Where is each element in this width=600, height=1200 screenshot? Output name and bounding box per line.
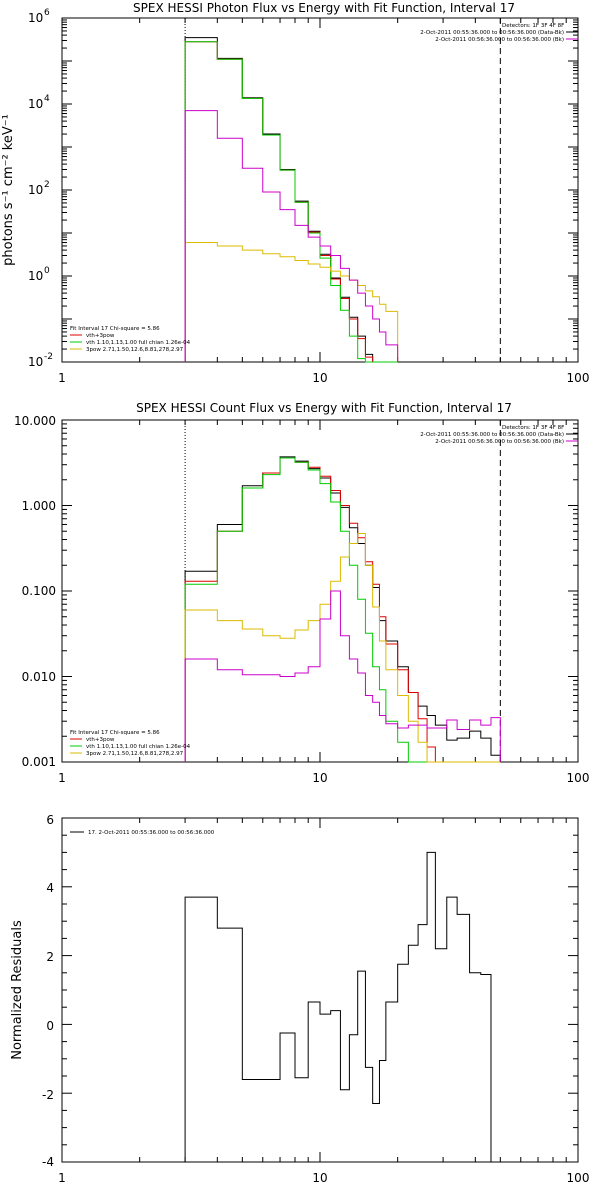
series-vth [184, 457, 501, 763]
panel-count-flux: SPEX HESSI Count Flux vs Energy with Fit… [14, 401, 589, 785]
panel2-legend-top-right: Detectors: 1F 3F 4F 8F 2-Oct-2011 00:55:… [420, 425, 578, 445]
panel1-ytick-label: 10 4 [28, 94, 50, 111]
legend-entry: vth+3pow [86, 737, 115, 743]
panel2-xtick-label: 10 [312, 771, 327, 785]
series-3pow [184, 533, 501, 763]
panel3-ytick-label: 6 [46, 813, 54, 827]
panel3-ytick-label: 4 [46, 881, 54, 895]
legend-header: Detectors: 1F 3F 4F 8F [502, 425, 564, 431]
svg-text:10: 10 [28, 269, 43, 283]
svg-text:10: 10 [28, 355, 43, 369]
panel1-legend-top-right: Detectors: 1F 3F 4F 8F 2-Oct-2011 00:55:… [420, 23, 578, 43]
panel1-ytick-label: 10 6 [28, 8, 50, 25]
series-data-bk [184, 456, 501, 762]
svg-text:10: 10 [28, 97, 43, 111]
series-data-bk [184, 37, 398, 363]
legend-header: Fit Interval 17 Chi-square = 5.86 [70, 326, 160, 332]
svg-text:-2: -2 [44, 352, 53, 362]
panel2-ytick-label: 1.000 [22, 499, 56, 513]
svg-text:2: 2 [44, 180, 50, 190]
panel2-ytick-label: 0.010 [22, 670, 56, 684]
panel1-xtick-label: 1 [58, 371, 66, 385]
panel2-ytick-label: 0.001 [22, 755, 56, 769]
panel3-xtick-label: 10 [312, 1171, 327, 1185]
panel1-ylabel: photons s⁻¹ cm⁻² keV⁻¹ [1, 114, 16, 266]
legend-entry: 2-Oct-2011 00:56:36.000 to 00:56:36.000 … [435, 37, 564, 43]
panel2-ytick-label: 10.000 [14, 414, 56, 428]
panel3-legend: 17. 2-Oct-2011 00:55:36.000 to 00:56:36.… [70, 830, 215, 836]
legend-entry: 3pow 2.71,1.50,12.6,8.81,278,2.97 [86, 751, 184, 757]
panel3-ytick-label: -2 [42, 1088, 54, 1102]
panel2-title: SPEX HESSI Count Flux vs Energy with Fit… [136, 401, 512, 415]
panel3-axes-frame [61, 817, 579, 1163]
legend-entry: 2-Oct-2011 00:55:36.000 to 00:56:36.000 … [420, 30, 564, 36]
panel3-ytick-label: -4 [42, 1155, 54, 1169]
panel1-ticks [61, 17, 579, 363]
panel1-xtick-label: 10 [312, 371, 327, 385]
legend-header: Detectors: 1F 3F 4F 8F [502, 23, 564, 29]
panel3-xtick-label: 1 [58, 1171, 66, 1185]
legend-entry: 2-Oct-2011 00:56:36.000 to 00:56:36.000 … [435, 439, 564, 445]
series-bk [184, 110, 399, 362]
series-3pow [184, 242, 399, 362]
legend-entry: vth 1.10,1.13,1.00 full chian 1.26e-04 [86, 744, 191, 750]
panel-residuals: 1 10 100 6 4 2 0 -2 -4 Normalized Residu… [10, 813, 589, 1185]
series-vth-3pow [184, 41, 398, 363]
panel3-ylabel: Normalized Residuals [10, 920, 25, 1060]
legend-entry: 3pow 2.71,1.50,12.6,8.81,278,2.97 [86, 347, 184, 353]
legend-header: Fit Interval 17 Chi-square = 5.86 [70, 730, 160, 736]
panel2-xtick-label: 100 [567, 771, 590, 785]
panel1-legend-bottom-left: Fit Interval 17 Chi-square = 5.86 vth+3p… [70, 326, 191, 353]
legend-entry: 17. 2-Oct-2011 00:55:36.000 to 00:56:36.… [88, 830, 215, 836]
panel2-xtick-label: 1 [58, 771, 66, 785]
panel1-ytick-label: 10 2 [28, 180, 50, 197]
panel2-series [184, 456, 501, 763]
panel1-series [184, 37, 399, 363]
panel-photon-flux: SPEX HESSI Photon Flux vs Energy with Fi… [1, 1, 589, 385]
svg-text:10: 10 [28, 11, 43, 25]
panel2-legend-bottom-left: Fit Interval 17 Chi-square = 5.86 vth+3p… [70, 730, 191, 757]
panel3-ytick-label: 2 [46, 950, 54, 964]
panel2-ytick-label: 0.100 [22, 584, 56, 598]
svg-text:4: 4 [44, 94, 50, 104]
panel2-range-markers [184, 420, 501, 762]
panel1-xtick-label: 100 [567, 371, 590, 385]
panel3-ytick-label: 0 [46, 1019, 54, 1033]
panel3-ticks [61, 817, 579, 1163]
svg-text:6: 6 [44, 8, 50, 18]
series-vth-3pow [184, 457, 501, 763]
panel1-ytick-label: 10 0 [28, 266, 50, 283]
legend-entry: vth+3pow [86, 333, 115, 339]
panel1-title: SPEX HESSI Photon Flux vs Energy with Fi… [133, 1, 515, 15]
series-17-2-oct-2011-00-55-36-000-to-00-56-36-000 [184, 851, 501, 1163]
panel1-ytick-label: 10 -2 [28, 352, 53, 369]
legend-entry: vth 1.10,1.13,1.00 full chian 1.26e-04 [86, 340, 191, 346]
series-bk [184, 590, 501, 762]
svg-text:10: 10 [28, 183, 43, 197]
panel1-ytick-labels: 10 -2 10 0 10 2 10 4 10 6 [28, 8, 53, 369]
legend-entry: 2-Oct-2011 00:55:36.000 to 00:56:36.000 … [420, 432, 564, 438]
panel3-series [184, 851, 501, 1163]
panel3-xtick-label: 100 [567, 1171, 590, 1185]
svg-text:0: 0 [44, 266, 50, 276]
series-vth [184, 41, 398, 363]
